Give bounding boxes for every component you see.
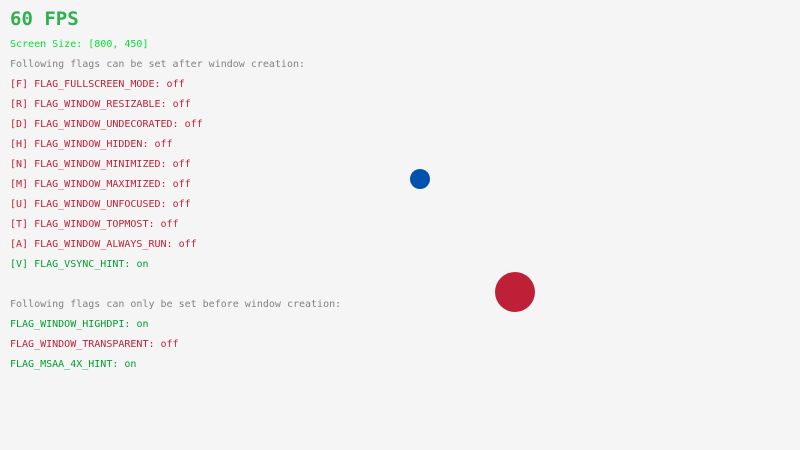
flag-line: FLAG_MSAA_4X_HINT: on (10, 360, 136, 370)
flag-line: [H] FLAG_WINDOW_HIDDEN: off (10, 140, 173, 150)
flag-line: [N] FLAG_WINDOW_MINIMIZED: off (10, 160, 191, 170)
flag-name: [N] FLAG_WINDOW_MINIMIZED: (10, 159, 173, 170)
flag-state: off (172, 179, 191, 190)
flag-line: [R] FLAG_WINDOW_RESIZABLE: off (10, 100, 191, 110)
flag-state: off (160, 219, 179, 230)
flag-name: FLAG_WINDOW_TRANSPARENT: (10, 339, 161, 350)
small-ball (410, 169, 430, 189)
flag-state: on (124, 359, 137, 370)
flag-state: off (166, 79, 185, 90)
flag-name: [M] FLAG_WINDOW_MAXIMIZED: (10, 179, 173, 190)
flag-name: [U] FLAG_WINDOW_UNFOCUSED: (10, 199, 173, 210)
flag-line: [V] FLAG_VSYNC_HINT: on (10, 260, 148, 270)
flag-name: FLAG_WINDOW_HIGHDPI: (10, 319, 137, 330)
flag-line: FLAG_WINDOW_HIGHDPI: on (10, 320, 148, 330)
flag-state: off (172, 199, 191, 210)
flag-name: [H] FLAG_WINDOW_HIDDEN: (10, 139, 155, 150)
flag-name: [D] FLAG_WINDOW_UNDECORATED: (10, 119, 185, 130)
flag-line: [F] FLAG_FULLSCREEN_MODE: off (10, 80, 185, 90)
flag-name: [A] FLAG_WINDOW_ALWAYS_RUN: (10, 239, 179, 250)
flag-state: off (172, 159, 191, 170)
flag-state: off (178, 239, 197, 250)
large-ball (495, 272, 535, 312)
screen-size-label: Screen Size: [800, 450] (10, 39, 149, 50)
flag-name: [V] FLAG_VSYNC_HINT: (10, 259, 137, 270)
flag-line: [U] FLAG_WINDOW_UNFOCUSED: off (10, 200, 191, 210)
flag-name: [T] FLAG_WINDOW_TOPMOST: (10, 219, 161, 230)
fps-counter: 60 FPS (10, 8, 79, 30)
flag-state: off (160, 339, 179, 350)
flag-line: [D] FLAG_WINDOW_UNDECORATED: off (10, 120, 203, 130)
flag-state: on (136, 319, 149, 330)
before-creation-header: Following flags can only be set before w… (10, 299, 342, 310)
flag-name: FLAG_MSAA_4X_HINT: (10, 359, 125, 370)
flag-state: off (184, 119, 203, 130)
flag-name: [R] FLAG_WINDOW_RESIZABLE: (10, 99, 173, 110)
flag-name: [F] FLAG_FULLSCREEN_MODE: (10, 79, 167, 90)
flag-line: FLAG_WINDOW_TRANSPARENT: off (10, 340, 179, 350)
flag-line: [M] FLAG_WINDOW_MAXIMIZED: off (10, 180, 191, 190)
flag-state: off (172, 99, 191, 110)
flag-state: off (154, 139, 173, 150)
after-creation-header: Following flags can be set after window … (10, 59, 306, 70)
flag-line: [T] FLAG_WINDOW_TOPMOST: off (10, 220, 179, 230)
flag-line: [A] FLAG_WINDOW_ALWAYS_RUN: off (10, 240, 197, 250)
flag-state: on (136, 259, 149, 270)
